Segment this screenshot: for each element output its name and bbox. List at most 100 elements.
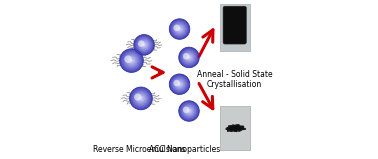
FancyBboxPatch shape (220, 106, 250, 150)
Circle shape (123, 52, 140, 69)
Circle shape (177, 27, 182, 32)
Circle shape (178, 27, 181, 31)
Circle shape (171, 20, 188, 38)
Circle shape (138, 38, 151, 52)
Circle shape (135, 93, 147, 104)
Circle shape (171, 21, 188, 37)
Circle shape (171, 76, 188, 92)
Circle shape (172, 76, 187, 92)
Circle shape (175, 24, 184, 34)
Circle shape (143, 44, 145, 46)
Circle shape (174, 79, 185, 90)
Circle shape (185, 107, 193, 115)
Circle shape (125, 54, 138, 67)
Circle shape (184, 52, 194, 62)
Circle shape (170, 75, 189, 94)
Circle shape (124, 55, 132, 63)
Circle shape (134, 93, 141, 101)
Circle shape (177, 82, 182, 87)
Circle shape (131, 89, 150, 108)
Circle shape (183, 105, 195, 117)
Circle shape (133, 91, 148, 106)
Circle shape (121, 50, 142, 71)
Circle shape (139, 40, 149, 49)
Circle shape (183, 53, 189, 59)
Circle shape (122, 52, 140, 69)
Circle shape (127, 56, 136, 65)
Circle shape (120, 49, 143, 72)
Circle shape (184, 53, 194, 62)
Circle shape (139, 40, 149, 50)
Circle shape (179, 29, 180, 30)
Circle shape (183, 51, 195, 64)
Circle shape (141, 41, 148, 48)
FancyBboxPatch shape (223, 6, 246, 44)
Polygon shape (226, 125, 245, 131)
Circle shape (140, 97, 142, 100)
Circle shape (186, 54, 192, 61)
Circle shape (176, 81, 183, 88)
Circle shape (130, 59, 133, 62)
Text: Reverse Microemulsions: Reverse Microemulsions (93, 145, 186, 154)
Circle shape (136, 37, 152, 53)
Circle shape (178, 82, 181, 86)
Circle shape (141, 42, 147, 48)
Circle shape (178, 28, 181, 30)
Circle shape (175, 25, 184, 33)
Circle shape (178, 83, 181, 85)
Circle shape (181, 50, 197, 65)
Circle shape (169, 19, 190, 39)
Circle shape (130, 87, 152, 110)
Circle shape (182, 104, 196, 118)
Circle shape (170, 20, 189, 38)
Circle shape (138, 95, 144, 102)
Circle shape (183, 52, 195, 63)
Circle shape (124, 53, 139, 68)
Circle shape (175, 80, 184, 88)
Circle shape (180, 49, 198, 66)
Circle shape (187, 55, 191, 59)
Circle shape (137, 38, 151, 52)
Circle shape (186, 107, 192, 115)
Circle shape (182, 51, 196, 64)
Circle shape (133, 90, 149, 106)
Circle shape (122, 51, 141, 70)
Circle shape (181, 103, 197, 119)
Circle shape (179, 101, 199, 121)
Circle shape (130, 59, 133, 62)
Circle shape (174, 78, 186, 90)
Circle shape (173, 78, 186, 91)
Circle shape (174, 23, 185, 35)
Circle shape (134, 92, 148, 105)
Circle shape (187, 109, 191, 113)
Circle shape (127, 56, 136, 65)
Circle shape (184, 106, 194, 116)
Circle shape (178, 28, 181, 31)
Circle shape (180, 48, 198, 67)
Circle shape (179, 101, 199, 121)
Circle shape (135, 36, 153, 54)
Circle shape (128, 57, 135, 64)
Circle shape (131, 60, 132, 61)
Circle shape (181, 103, 197, 119)
Circle shape (185, 53, 193, 62)
Circle shape (174, 80, 180, 86)
Circle shape (129, 58, 134, 63)
Circle shape (143, 43, 146, 46)
FancyBboxPatch shape (220, 4, 250, 51)
Circle shape (144, 44, 145, 45)
Circle shape (172, 77, 187, 91)
Circle shape (174, 23, 186, 35)
Circle shape (138, 39, 150, 50)
Circle shape (176, 25, 183, 33)
Circle shape (178, 83, 181, 86)
Circle shape (186, 55, 192, 60)
Circle shape (174, 79, 185, 89)
Circle shape (132, 90, 149, 107)
Circle shape (179, 47, 199, 68)
Circle shape (132, 89, 150, 107)
Circle shape (183, 105, 195, 117)
Circle shape (137, 94, 145, 102)
Text: Anneal - Solid State
Crystallisation: Anneal - Solid State Crystallisation (197, 70, 273, 89)
Circle shape (177, 81, 183, 87)
